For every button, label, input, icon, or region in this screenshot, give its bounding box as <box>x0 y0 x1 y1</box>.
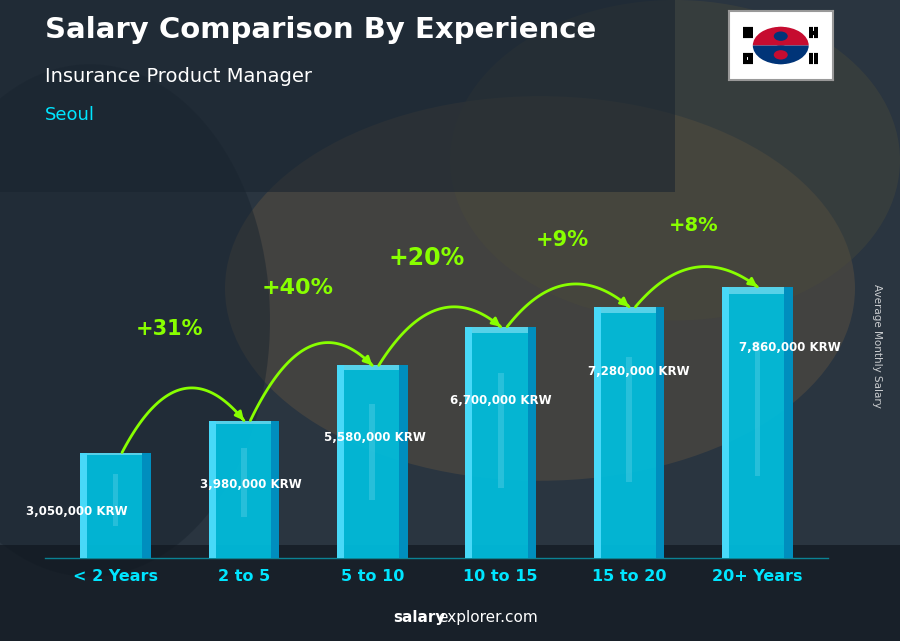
Bar <box>370 404 375 500</box>
Wedge shape <box>752 46 809 64</box>
Bar <box>465 327 536 558</box>
Bar <box>344 365 399 370</box>
Text: Average Monthly Salary: Average Monthly Salary <box>872 284 883 408</box>
Text: +9%: +9% <box>536 230 589 250</box>
Bar <box>527 327 536 558</box>
Text: 3,980,000 KRW: 3,980,000 KRW <box>200 478 302 491</box>
Text: 7,860,000 KRW: 7,860,000 KRW <box>739 341 841 354</box>
Bar <box>209 420 279 558</box>
Circle shape <box>774 50 788 60</box>
Bar <box>754 341 760 476</box>
Bar <box>399 365 408 558</box>
Ellipse shape <box>225 96 855 481</box>
Bar <box>626 357 632 483</box>
Bar <box>80 453 151 558</box>
Bar <box>337 365 408 558</box>
Bar <box>784 287 793 558</box>
Bar <box>112 474 119 526</box>
Bar <box>337 365 344 558</box>
Bar <box>209 420 216 558</box>
Bar <box>0 545 900 641</box>
Ellipse shape <box>0 64 270 577</box>
Circle shape <box>767 46 795 64</box>
Bar <box>594 307 601 558</box>
Ellipse shape <box>450 0 900 320</box>
Bar <box>465 327 472 558</box>
Text: +20%: +20% <box>388 246 464 270</box>
Bar <box>472 327 527 333</box>
Text: Seoul: Seoul <box>45 106 95 124</box>
Text: explorer.com: explorer.com <box>438 610 538 625</box>
Text: 7,280,000 KRW: 7,280,000 KRW <box>589 365 690 378</box>
Bar <box>601 307 656 313</box>
Bar <box>656 307 664 558</box>
Bar <box>498 373 503 488</box>
Bar <box>722 287 793 558</box>
Text: 3,050,000 KRW: 3,050,000 KRW <box>26 505 128 518</box>
Bar <box>87 453 142 455</box>
Text: +8%: +8% <box>669 217 718 235</box>
Text: Salary Comparison By Experience: Salary Comparison By Experience <box>45 16 596 44</box>
Bar <box>216 420 271 424</box>
Circle shape <box>774 31 788 41</box>
Text: salary: salary <box>393 610 446 625</box>
Text: +31%: +31% <box>136 319 203 339</box>
Bar <box>271 420 279 558</box>
Bar <box>80 453 87 558</box>
Text: Insurance Product Manager: Insurance Product Manager <box>45 67 312 87</box>
Text: 6,700,000 KRW: 6,700,000 KRW <box>450 394 552 407</box>
Circle shape <box>767 27 795 46</box>
Wedge shape <box>752 27 809 46</box>
Bar <box>241 448 247 517</box>
Bar <box>722 287 729 558</box>
Bar <box>594 307 664 558</box>
Bar <box>142 453 151 558</box>
Text: +40%: +40% <box>262 278 334 297</box>
Text: 5,580,000 KRW: 5,580,000 KRW <box>324 431 426 444</box>
Bar <box>729 287 784 294</box>
Bar <box>0 0 675 192</box>
